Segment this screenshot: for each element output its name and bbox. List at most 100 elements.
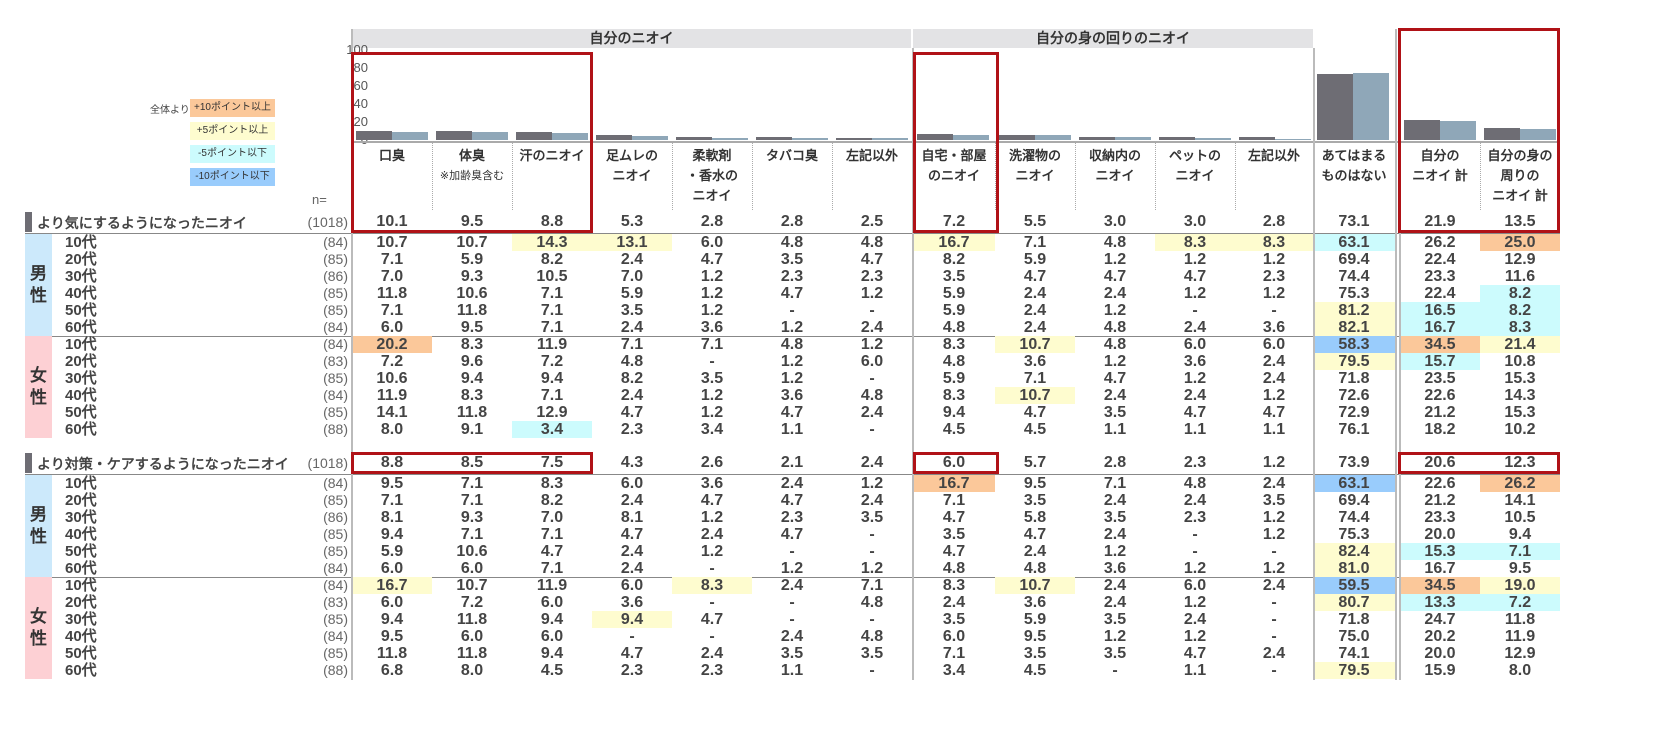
data-cell: 74.4 — [1338, 268, 1370, 285]
data-cell: 16.7 — [913, 234, 995, 251]
data-cell: 3.6 — [1023, 594, 1047, 611]
data-cell: 4.8 — [780, 234, 804, 251]
bar-series2 — [632, 136, 668, 140]
data-cell: - — [869, 543, 875, 560]
data-cell: 34.5 — [1400, 577, 1480, 594]
data-cell: 7.1 — [540, 560, 564, 577]
age-label: 40代 — [65, 526, 97, 543]
gender-divider — [25, 577, 1560, 578]
row-n: (84) — [323, 577, 348, 593]
data-cell: 8.2 — [540, 492, 564, 509]
column-header: 自宅・部屋 のニオイ — [913, 146, 995, 210]
data-cell: - — [1271, 302, 1277, 319]
column-header: 柔軟剤 ・香水の ニオイ — [672, 146, 752, 210]
data-cell: 7.1 — [540, 285, 564, 302]
data-cell: 71.8 — [1338, 611, 1370, 628]
data-cell: 3.6 — [1023, 353, 1047, 370]
column-divider — [832, 143, 833, 210]
column-divider — [1235, 143, 1236, 210]
age-label: 10代 — [65, 234, 97, 251]
data-cell: 10.7 — [376, 234, 408, 251]
age-label: 60代 — [65, 560, 97, 577]
data-cell: 8.1 — [380, 509, 404, 526]
data-cell: 80.7 — [1313, 594, 1395, 611]
data-cell: 6.8 — [380, 662, 404, 679]
highlight-box — [913, 452, 999, 474]
data-cell: 2.4 — [620, 543, 644, 560]
data-cell: 2.3 — [860, 268, 884, 285]
bar-series1 — [756, 137, 792, 140]
row-n: (85) — [323, 543, 348, 559]
data-cell: 2.3 — [1262, 268, 1286, 285]
data-cell: 10.7 — [456, 234, 488, 251]
data-cell: 24.7 — [1424, 611, 1456, 628]
data-cell: 3.5 — [780, 251, 804, 268]
bar-series2 — [1440, 121, 1476, 140]
data-cell: 3.6 — [1103, 560, 1127, 577]
bar-series2 — [552, 133, 588, 140]
data-cell: 9.6 — [460, 353, 484, 370]
data-cell: 22.6 — [1424, 387, 1456, 404]
section-total-cell: 73.9 — [1338, 454, 1370, 471]
data-cell: 5.8 — [1023, 509, 1047, 526]
section-total-cell: 8.8 — [540, 213, 564, 230]
data-cell: 16.7 — [352, 577, 432, 594]
data-cell: 3.5 — [1103, 611, 1127, 628]
age-label: 50代 — [65, 543, 97, 560]
bar-series2 — [1115, 137, 1151, 140]
column-divider — [512, 143, 513, 210]
data-cell: 12.9 — [1504, 251, 1536, 268]
data-cell: 7.2 — [540, 353, 564, 370]
data-cell: 1.2 — [1183, 370, 1207, 387]
data-cell: 2.4 — [1023, 302, 1047, 319]
data-cell: 3.5 — [942, 611, 966, 628]
row-n: (84) — [323, 234, 348, 250]
data-cell: 7.1 — [540, 526, 564, 543]
data-cell: 4.8 — [942, 353, 966, 370]
data-cell: 4.5 — [1023, 421, 1047, 438]
data-cell: 5.9 — [460, 251, 484, 268]
data-cell: 2.3 — [780, 509, 804, 526]
data-cell: 82.1 — [1313, 319, 1395, 336]
section-marker — [25, 212, 32, 232]
data-cell: 22.4 — [1424, 251, 1456, 268]
data-cell: - — [789, 611, 795, 628]
data-cell: 10.8 — [1504, 353, 1536, 370]
data-cell: 2.4 — [942, 594, 966, 611]
section-total-cell: 1.2 — [1262, 454, 1286, 471]
data-cell: 3.5 — [1023, 645, 1047, 662]
data-cell: 4.8 — [1103, 319, 1127, 336]
data-cell: 1.2 — [1183, 251, 1207, 268]
bar-series2 — [712, 137, 748, 140]
bar-series2 — [1275, 138, 1311, 140]
data-cell: 2.4 — [700, 526, 724, 543]
data-cell: 20.0 — [1424, 645, 1456, 662]
data-cell: 8.3 — [942, 577, 966, 594]
data-cell: - — [869, 662, 875, 679]
data-cell: 5.9 — [942, 285, 966, 302]
data-cell: 7.1 — [380, 302, 404, 319]
column-divider — [1480, 143, 1481, 210]
bar-series2 — [1353, 73, 1389, 140]
data-cell: 9.4 — [592, 611, 672, 628]
row-n: (83) — [323, 353, 348, 369]
highlight-box — [913, 52, 999, 233]
data-cell: 6.0 — [1183, 336, 1207, 353]
column-header: 足ムレの ニオイ — [592, 146, 672, 210]
section-total-cell: 2.8 — [700, 213, 724, 230]
data-cell: 4.7 — [780, 285, 804, 302]
bar-series2 — [872, 137, 908, 140]
data-cell: 26.2 — [1480, 475, 1560, 492]
data-cell: 1.2 — [1262, 251, 1286, 268]
data-cell: 11.8 — [1504, 611, 1536, 628]
column-header-label: 収納内の ニオイ — [1088, 148, 1141, 183]
data-cell: 4.7 — [1262, 404, 1286, 421]
data-cell: 10.6 — [456, 285, 488, 302]
data-cell: 4.8 — [780, 336, 804, 353]
data-cell: 7.1 — [620, 336, 644, 353]
section-total-cell: 73.1 — [1338, 213, 1370, 230]
data-cell: 6.0 — [620, 577, 644, 594]
data-cell: 9.5 — [1023, 475, 1047, 492]
y-tick-label: 80 — [353, 60, 368, 75]
data-cell: 2.4 — [1262, 353, 1286, 370]
